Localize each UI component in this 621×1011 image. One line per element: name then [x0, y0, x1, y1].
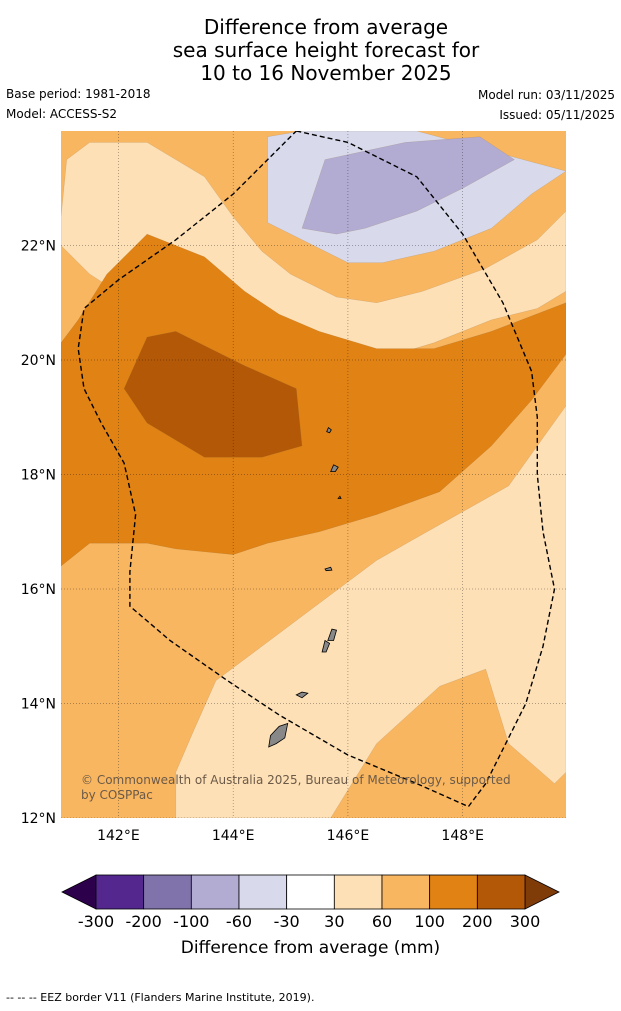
region-200-300: [123, 331, 303, 458]
model-label: Model: ACCESS-S2: [6, 107, 118, 121]
island-tinian: [321, 639, 331, 653]
island-guam: [268, 722, 289, 748]
colorbar-tick-label: 200: [462, 912, 493, 931]
island-alamagan: [337, 495, 342, 499]
eez-footnote: -- -- -- EEZ border V11 (Flanders Marine…: [6, 991, 315, 1004]
colorbar-label: Difference from average (mm): [180, 938, 441, 958]
colorbar-tick-label: -60: [226, 912, 252, 931]
x-tick-label: 148°E: [441, 828, 484, 844]
colorbar-tick-label: 30: [324, 912, 344, 931]
colorbar-swatch: [143, 874, 192, 910]
copyright-text: © Commonwealth of Australia 2025, Bureau…: [81, 773, 511, 802]
island-anatahan: [324, 566, 333, 572]
colorbar-tick-label: -200: [126, 912, 162, 931]
y-tick-label: 22°N: [21, 239, 56, 255]
island-saipan: [327, 628, 337, 641]
colorbar-swatch: [238, 874, 288, 910]
base-period-label: Base period: 1981-2018: [6, 87, 151, 101]
copyright-line: © Commonwealth of Australia 2025, Bureau…: [81, 773, 511, 787]
colorbar-swatch: [476, 874, 526, 910]
colorbar-swatch: [333, 874, 383, 910]
y-tick-label: 16°N: [21, 582, 56, 598]
issued-label: Issued: 05/11/2025: [499, 108, 615, 122]
colorbar-tick-label: 60: [372, 912, 392, 931]
colorbar-swatch: [286, 874, 335, 910]
y-tick-label: 18°N: [21, 468, 56, 484]
chart-title: Difference from average sea surface heig…: [0, 16, 621, 85]
colorbar-tick-label: -100: [173, 912, 209, 931]
island-rota: [295, 691, 309, 699]
x-tick-label: 144°E: [212, 828, 255, 844]
x-tick-label: 142°E: [97, 828, 140, 844]
sea-level-map: © Commonwealth of Australia 2025, Bureau…: [21, 131, 566, 844]
plot-area: © Commonwealth of Australia 2025, Bureau…: [61, 131, 566, 818]
y-tick-label: 14°N: [21, 697, 56, 713]
colorbar-tick-label: -30: [274, 912, 300, 931]
title-line-1: Difference from average: [203, 15, 449, 39]
colorbar-tick-label: 100: [414, 912, 445, 931]
y-tick-label: 12°N: [21, 811, 56, 827]
colorbar-swatch: [381, 874, 431, 910]
island-agrihan: [326, 426, 332, 434]
eez-border: [77, 131, 556, 808]
title-line-2: sea surface height forecast for: [172, 38, 480, 62]
model-run-label: Model run: 03/11/2025: [477, 88, 615, 102]
title-line-3: 10 to 16 November 2025: [200, 61, 452, 85]
x-tick-label: 146°E: [327, 828, 370, 844]
island-pagan: [330, 464, 339, 473]
colorbar-swatch: [95, 874, 145, 910]
colorbar-under-arrow: [61, 874, 97, 910]
colorbar-tick-label: -300: [78, 912, 114, 931]
colorbar-swatch: [429, 874, 478, 910]
y-tick-label: 20°N: [21, 353, 56, 369]
colorbar-over-arrow: [524, 874, 560, 910]
copyright-line: by COSPPac: [81, 788, 153, 802]
region-100-200: [61, 233, 566, 567]
colorbar-swatch: [190, 874, 240, 910]
colorbar-tick-label: 300: [510, 912, 541, 931]
